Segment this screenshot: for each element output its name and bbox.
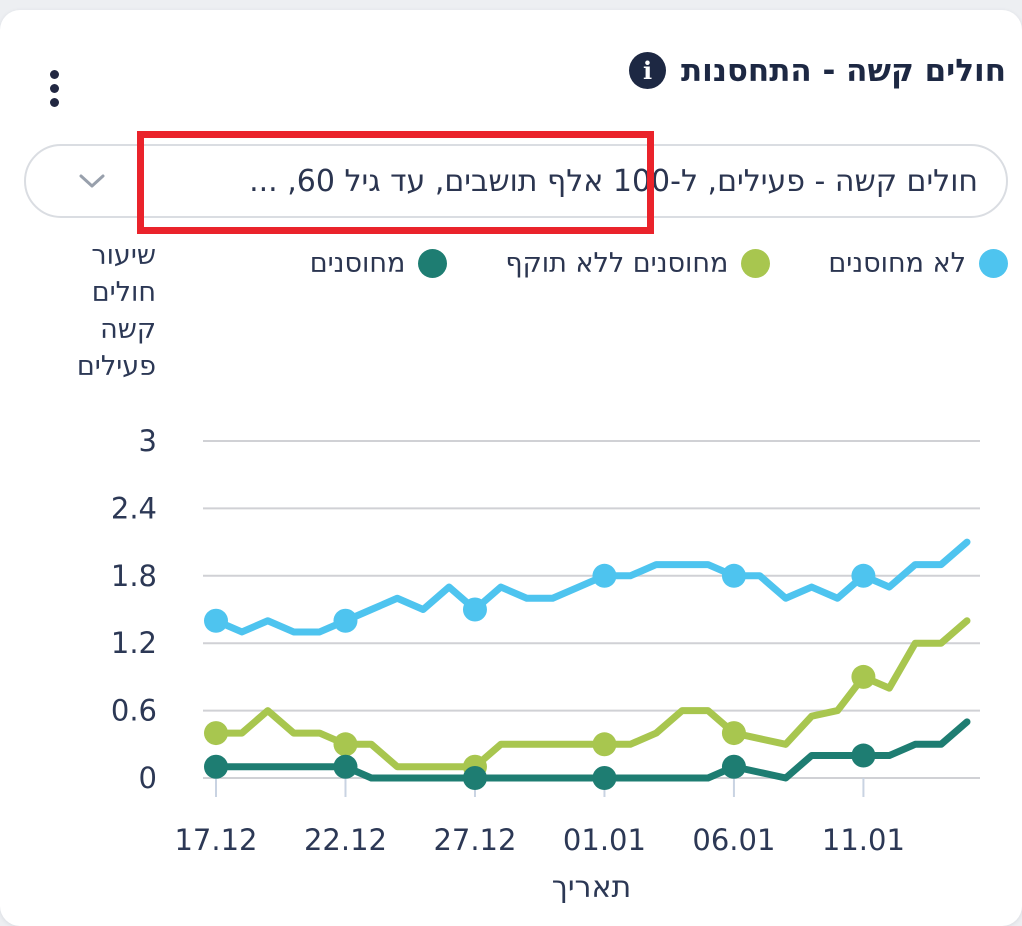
kebab-dot (50, 70, 59, 79)
kebab-dot (50, 84, 59, 93)
svg-text:01.01: 01.01 (563, 823, 646, 857)
card-title: חולים קשה - התחסנות (681, 52, 1006, 89)
legend-item[interactable]: מחוסנים ללא תוקף (505, 248, 771, 279)
x-axis-title: תאריך (551, 870, 632, 905)
y-axis-title-line: חולים (91, 277, 156, 308)
chevron-down-icon (79, 174, 105, 188)
y-axis-title: שיעור חולים קשה פעילים (70, 237, 156, 385)
svg-text:22.12: 22.12 (304, 823, 387, 857)
y-axis-title-line: קשה (100, 314, 156, 345)
svg-text:1.2: 1.2 (111, 626, 157, 660)
chart-legend: לא מחוסנים מחוסנים ללא תוקף מחוסנים (310, 248, 1008, 279)
legend-label: מחוסנים (309, 248, 406, 279)
info-icon[interactable]: i (629, 52, 666, 89)
y-axis-title-line: פעילים (76, 351, 156, 382)
legend-label: מחוסנים ללא תוקף (505, 248, 729, 279)
line-chart: 0 0.6 1.2 1.8 2.4 3 17.12 22.12 27.12 01.01 06.01 1… (111, 424, 980, 857)
svg-text:1.8: 1.8 (111, 559, 157, 593)
legend-item[interactable]: מחוסנים (310, 248, 448, 279)
svg-text:0: 0 (139, 761, 157, 795)
svg-text:27.12: 27.12 (433, 823, 516, 857)
svg-text:11.01: 11.01 (822, 823, 905, 857)
info-icon-glyph: i (642, 56, 653, 85)
svg-text:17.12: 17.12 (174, 823, 257, 857)
svg-text:2.4: 2.4 (111, 491, 157, 525)
legend-dot-icon (979, 249, 1008, 278)
kebab-dot (50, 98, 59, 107)
card-header: חולים קשה - התחסנות i (629, 52, 1006, 89)
legend-dot-icon (418, 249, 448, 278)
legend-item[interactable]: לא מחוסנים (828, 248, 1008, 279)
legend-dot-icon (741, 249, 771, 278)
y-axis-title-line: שיעור (91, 240, 156, 271)
svg-text:3: 3 (139, 424, 157, 458)
chart-card: חולים קשה - התחסנות i חולים קשה - פעילים… (0, 10, 1022, 926)
kebab-menu-button[interactable] (44, 64, 65, 113)
legend-label: לא מחוסנים (828, 248, 966, 279)
svg-text:0.6: 0.6 (111, 694, 157, 728)
metric-select-dropdown[interactable]: חולים קשה - פעילים, ל-100 אלף תושבים, עד… (24, 144, 1008, 218)
svg-text:06.01: 06.01 (692, 823, 775, 857)
dropdown-selected-value: חולים קשה - פעילים, ל-100 אלף תושבים, עד… (249, 163, 978, 199)
